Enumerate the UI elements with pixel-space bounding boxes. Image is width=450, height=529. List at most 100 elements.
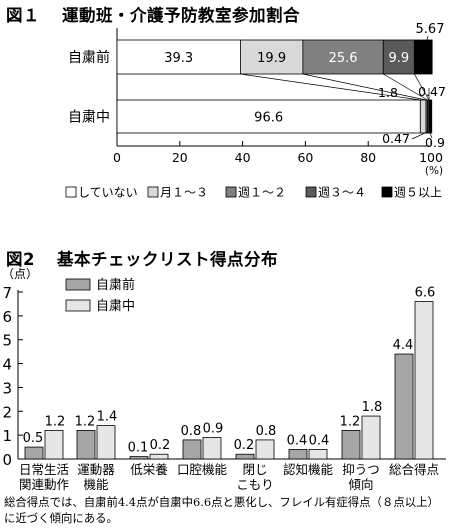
fig2-category-label: 機能 [83,477,109,492]
fig1-x-tick-label: 20 [172,150,188,165]
figure2-label: 図2 [6,250,35,269]
fig1-data-label: 0.47 [418,84,446,99]
fig1-x-tick-label: 40 [235,150,251,165]
fig2-category-label: 抑うつ [342,462,380,477]
fig1-data-label: 19.9 [257,51,286,66]
fig2-data-label: 1.2 [75,414,96,429]
figure1-label: 図１ [6,6,40,25]
fig1-bar-segment [116,99,421,134]
fig2-bar [308,449,328,460]
fig2-data-label: 0.2 [234,438,255,453]
chart-note: 総合得点では、自粛前4.4点が自粛中6.6点と悪化し、フレイル有症得点（８点以上… [4,495,439,525]
fig1-legend-swatch [65,186,77,198]
fig2-data-label: 0.9 [203,422,224,437]
fig1-bar-segment [413,39,433,75]
fig2-data-label: 0.4 [287,433,308,448]
fig2-bar [24,446,44,460]
fig2-data-label: 1.8 [362,400,383,415]
fig1-data-label: 0.9 [425,135,445,150]
fig2-legend-label: 自粛中 [96,299,135,314]
fig1-category-label: 自粛前 [68,49,110,66]
fig1-legend-label: 週３～４ [318,186,366,200]
fig2-category-label: こもり [236,477,274,492]
fig2-data-label: 0.8 [181,424,202,439]
fig2-bar [361,415,381,460]
figure1-title: 図１ 運動班・介護予防教室参加割合 [6,2,300,26]
figure2-title: 図2 基本チェックリスト得点分布 [6,246,278,270]
fig2-bar [182,439,202,460]
fig1-label-leader [425,35,429,45]
fig2-bar [76,429,96,460]
fig1-label-leader [411,131,428,140]
fig2-bar [394,353,414,460]
fig1-bar-segment [116,39,241,75]
fig1-legend-label: 週５以上 [394,186,442,200]
fig2-bar [255,439,275,460]
fig2-y-tick-label: 5 [2,332,12,350]
figure2-title-text: 基本チェックリスト得点分布 [56,250,278,269]
fig2-category-label: 低栄養 [130,462,168,477]
fig2-data-label: 1.2 [340,414,361,429]
fig2-y-tick-label: 7 [2,284,12,302]
fig1-data-label: 1.8 [378,85,398,100]
fig2-data-label: 1.2 [45,414,66,429]
fig2-data-label: 0.8 [256,424,277,439]
fig2-data-label: 1.4 [97,410,118,425]
fig2-y-tick-label: 0 [2,451,12,469]
fig2-y-tick-label: 6 [2,308,12,326]
fig2-bar [96,425,116,460]
fig1-connector-line [414,73,430,101]
fig1-x-unit: (%) [425,165,443,177]
fig1-connector-line [240,73,421,101]
fig2-data-label: 0.4 [309,433,330,448]
fig2-category-label: 口腔機能 [177,462,228,477]
fig1-data-label: 39.3 [164,51,193,66]
fig1-legend-swatch [381,186,393,198]
fig2-data-label: 6.6 [415,286,436,301]
fig2-legend-swatch [65,299,91,312]
fig1-x-tick-label: 60 [297,150,313,165]
fig2-y-tick-label: 4 [2,356,12,374]
fig1-legend-swatch [305,186,317,198]
fig1-data-label: 0.47 [382,131,410,146]
fig1-label-leader [429,132,433,139]
fig2-legend-swatch [65,278,91,291]
fig2-category-label: 総合得点 [389,462,439,477]
fig1-data-label: 96.6 [254,111,283,126]
fig2-y-tick-label: 2 [2,403,12,421]
fig2-category-label: 閉じ [242,462,267,477]
fig2-data-label: 0.2 [150,438,171,453]
fig2-bar [202,437,222,460]
fig2-bar [129,456,149,460]
fig2-data-label: 0.5 [23,431,44,446]
fig2-category-label: 日常生活 [19,462,69,477]
fig2-y-tick-label: 3 [2,379,12,397]
fig1-legend-label: 月１～３ [160,186,208,200]
fig1-x-tick-label: 100 [419,150,443,165]
fig1-legend-swatch [225,186,237,198]
fig1-category-label: 自粛中 [68,110,110,126]
figure1-title-text: 運動班・介護予防教室参加割合 [62,6,300,25]
fig2-category-label: 認知機能 [283,462,334,477]
fig2-category-label: 関連動作 [19,477,70,492]
fig1-legend-swatch [147,186,159,198]
fig1-connector-line [383,73,428,101]
fig2-data-label: 4.4 [393,338,414,353]
fig2-legend-label: 自粛前 [96,277,135,293]
fig1-bar-segment [302,39,384,75]
fig1-data-label: 5.67 [416,22,445,37]
fig1-data-label: 9.9 [388,51,409,66]
fig2-category-label: 運動器 [77,462,115,477]
fig2-bar [288,449,308,460]
fig2-bar [235,453,255,460]
fig2-category-label: 傾向 [348,477,373,492]
fig1-data-label: 25.6 [329,51,358,66]
fig2-bar [341,429,361,460]
fig2-bar [149,453,169,460]
fig2-bar [414,301,434,460]
fig2-y-tick-label: 1 [2,427,12,445]
fig2-bar [44,429,64,460]
fig1-legend-label: していない [78,186,138,200]
fig1-bar-segment [382,39,415,75]
